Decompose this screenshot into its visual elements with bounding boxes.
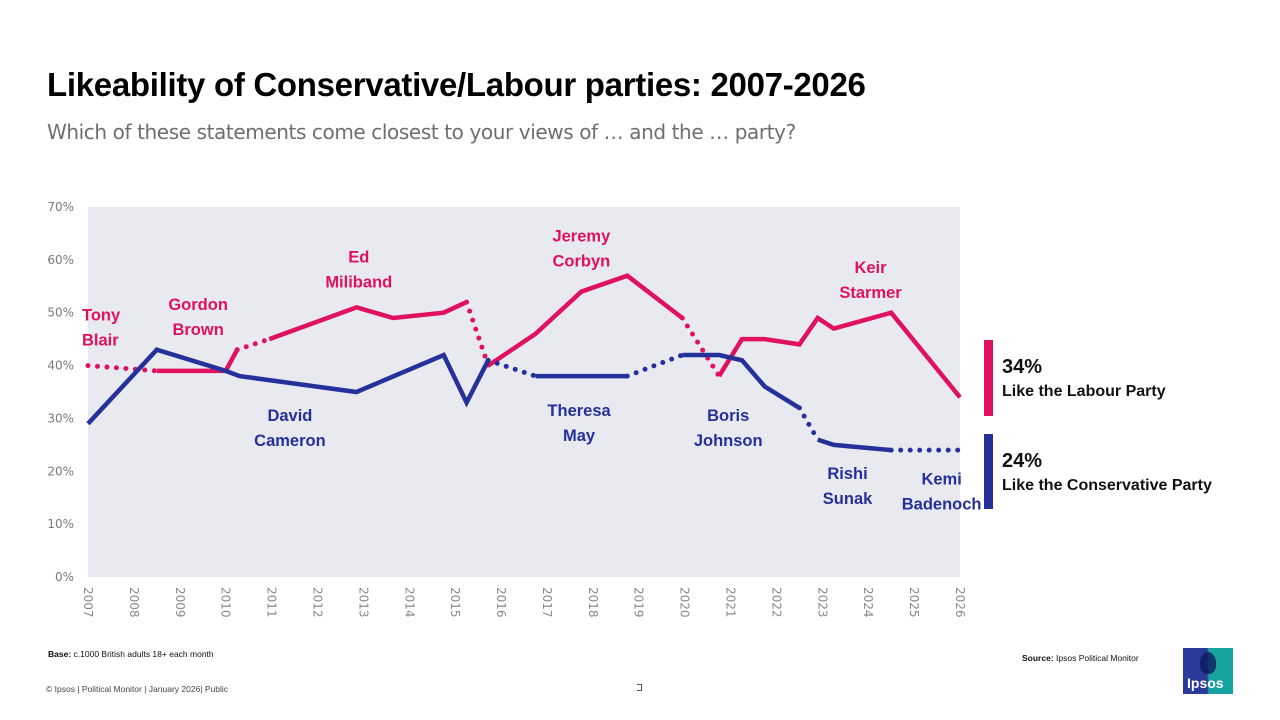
series-dotted-segment [234,336,272,353]
series-solid-segment [816,437,892,453]
series-dotted-segment [679,315,722,379]
labour-color-bar [984,340,993,416]
x-tick-label: 2013 [356,587,370,618]
logo-head-icon [1200,652,1216,674]
x-tick-label: 2011 [265,587,279,618]
leader-label: Rishi Sunak [823,465,873,508]
x-tick-label: 2007 [81,587,95,618]
x-tick-label: 2025 [907,587,921,618]
series-solid-segment [682,352,801,410]
plot-area [88,207,960,577]
series-dotted-segment [464,299,491,369]
logo-text: Ipsos [1187,675,1224,691]
leader-label: David Cameron [254,407,326,450]
x-tick-label: 2026 [953,587,967,618]
leader-labels: Tony Blair Gordon Brown Ed Miliband Jeremy Corb… [82,227,982,513]
labour-label: Like the Labour Party [1002,383,1166,400]
y-tick-label: 40% [47,359,74,373]
y-tick-label: 10% [47,517,74,531]
y-axis: 0% 10% 20% 30% 40% 50% 60% 70% [47,200,74,584]
x-tick-label: 2009 [173,587,187,618]
y-tick-label: 50% [47,306,74,320]
base-text: c.1000 British adults 18+ each month [73,649,214,659]
leader-label: Theresa May [547,402,611,445]
series-dotted-segment [485,357,538,379]
copyright-footer: © Ipsos | Political Monitor | January 20… [46,684,229,694]
page-subtitle: Which of these statements come closest t… [47,120,796,144]
x-tick-label: 2019 [632,587,646,618]
leader-label: Jeremy Corbyn [552,227,611,270]
slide-number-icon [637,684,642,691]
x-tick-label: 2015 [448,587,462,618]
x-tick-label: 2012 [310,587,324,618]
x-tick-label: 2020 [678,587,692,618]
labour-value: 34% [1002,356,1043,378]
source-note: Source: Ipsos Political Monitor [1022,653,1139,663]
x-tick-label: 2023 [815,587,829,618]
series-solid-segment [268,300,468,342]
x-tick-label: 2018 [586,587,600,618]
base-label: Base: [48,649,72,659]
y-tick-label: 20% [47,464,74,478]
series-solid-segment [86,347,491,426]
conservative-value: 24% [1002,450,1043,472]
y-tick-label: 0% [55,570,74,584]
leader-label: Ed Miliband [325,249,392,292]
x-tick-label: 2008 [127,587,141,618]
x-tick-label: 2021 [724,587,738,618]
ipsos-logo: Ipsos [1183,648,1233,694]
x-tick-label: 2022 [769,587,783,618]
source-label: Source: [1022,653,1054,663]
leader-label: Keir Starmer [839,259,902,302]
leader-label: Boris Johnson [694,407,763,450]
page-title: Likeability of Conservative/Labour parti… [47,66,866,103]
series-dotted-segment [85,363,160,374]
series-dotted-segment [624,352,685,379]
x-tick-label: 2014 [402,587,416,618]
y-tick-label: 30% [47,411,74,425]
series-lines [85,273,963,453]
series-solid-segment [717,310,962,399]
x-tick-label: 2024 [861,587,875,618]
x-tick-label: 2017 [540,587,554,618]
x-tick-label: 2016 [494,587,508,618]
series-dotted-segment [796,405,821,443]
leader-label: Gordon Brown [168,296,228,339]
x-axis: 2007 2008 2009 2010 2011 2012 2013 2014 2015 2016… [81,587,967,618]
base-note: Base: c.1000 British adults 18+ each mon… [48,649,214,659]
leader-label: Kemi Badenoch [902,471,982,514]
x-tick-label: 2010 [219,587,233,618]
conservative-color-bar [984,434,993,509]
leader-label: Tony Blair [82,307,121,350]
y-tick-label: 60% [47,253,74,267]
conservative-label: Like the Conservative Party [1002,477,1212,494]
series-solid-segment [486,273,684,368]
y-tick-label: 70% [47,200,74,214]
source-text: Ipsos Political Monitor [1056,653,1139,663]
